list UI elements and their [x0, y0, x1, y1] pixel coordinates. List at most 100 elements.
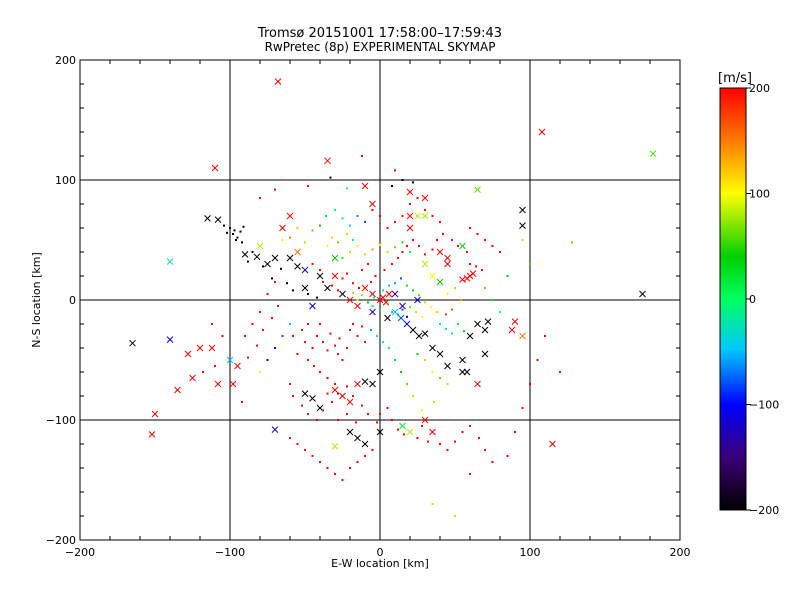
dot-point — [382, 289, 384, 292]
dot-point — [326, 245, 329, 247]
dot-point — [451, 239, 453, 241]
cross-point — [354, 302, 361, 310]
cross-point — [421, 212, 429, 220]
dot-point — [356, 335, 359, 337]
dot-point — [356, 245, 359, 247]
colorbar-label: [m/s] — [718, 71, 752, 86]
dot-point — [499, 251, 501, 253]
dot-point — [307, 413, 309, 415]
data-points — [129, 78, 657, 517]
cross-point — [331, 443, 339, 450]
dot-point — [214, 365, 216, 367]
cross-point — [174, 386, 181, 394]
dot-point — [451, 308, 453, 311]
cross-point — [399, 302, 406, 310]
dot-point — [364, 455, 366, 457]
dot-point — [326, 467, 329, 469]
dot-point — [341, 217, 344, 220]
dot-point — [484, 239, 486, 241]
y-tick-label: 200 — [55, 54, 76, 67]
dot-point — [457, 323, 459, 325]
dot-point — [379, 308, 381, 311]
dot-point — [559, 371, 561, 373]
dot-point — [361, 294, 363, 297]
dot-point — [401, 179, 404, 181]
cross-point — [459, 242, 466, 250]
colorbar-tick-label: −100 — [749, 399, 779, 412]
tick-labels: −200 −100 0 100 200 −200 −100 0 100 200 — [46, 54, 691, 559]
dot-point — [242, 225, 245, 228]
cross-point — [484, 318, 492, 325]
dot-point — [544, 335, 546, 337]
dot-point — [386, 227, 389, 229]
dot-point — [421, 425, 423, 427]
dot-point — [307, 185, 309, 187]
dot-point — [304, 341, 306, 343]
dot-point — [361, 269, 363, 271]
dot-point — [367, 413, 369, 415]
dot-point — [521, 407, 524, 409]
cross-point — [421, 416, 429, 424]
dot-point — [329, 176, 332, 179]
dot-point — [446, 383, 449, 385]
dot-point — [446, 293, 449, 295]
dot-point — [319, 323, 321, 325]
dot-point — [412, 289, 414, 292]
cross-point — [204, 215, 211, 222]
dot-point — [416, 353, 419, 355]
dot-point — [341, 479, 344, 481]
dot-point — [326, 392, 329, 395]
cross-point — [474, 320, 481, 328]
cross-point — [421, 330, 429, 337]
colorbar — [719, 87, 747, 511]
cross-point — [214, 216, 222, 223]
dot-point — [371, 248, 374, 251]
dot-point — [334, 344, 336, 347]
dot-point — [514, 431, 516, 433]
dot-point — [247, 260, 249, 263]
cross-point — [294, 248, 301, 256]
dot-point — [457, 245, 459, 247]
cross-point — [369, 308, 376, 316]
dot-point — [445, 313, 447, 316]
dot-point — [391, 185, 393, 187]
dot-point — [329, 332, 332, 335]
cross-point — [429, 272, 436, 280]
dot-point — [469, 425, 471, 427]
dot-point — [232, 233, 234, 235]
dot-point — [424, 209, 426, 211]
dot-point — [311, 347, 314, 349]
cross-point — [166, 336, 174, 343]
cross-point — [459, 356, 466, 364]
cross-point — [474, 380, 481, 388]
dot-point — [370, 281, 372, 283]
dot-point — [379, 215, 381, 217]
dot-point — [274, 188, 276, 191]
dot-point — [364, 253, 366, 256]
dot-point — [371, 305, 374, 307]
dot-point — [274, 347, 276, 349]
dot-point — [346, 272, 348, 275]
dot-point — [499, 311, 501, 313]
cross-point — [399, 422, 406, 430]
dot-point — [412, 395, 414, 397]
cross-point — [639, 290, 646, 298]
cross-point — [511, 318, 519, 325]
dot-point — [424, 359, 426, 361]
dot-point — [394, 246, 396, 249]
dot-point — [463, 330, 465, 333]
dot-point — [451, 332, 453, 335]
cross-point — [331, 386, 339, 394]
cross-point — [361, 440, 369, 448]
dot-point — [484, 449, 486, 451]
dot-point — [251, 251, 254, 253]
cross-point — [346, 398, 354, 406]
dot-point — [469, 263, 471, 265]
dot-point — [259, 311, 261, 313]
dot-point — [371, 209, 374, 211]
dot-point — [301, 404, 303, 407]
dot-point — [307, 293, 309, 295]
cross-point — [391, 290, 399, 298]
cross-point — [309, 395, 316, 402]
